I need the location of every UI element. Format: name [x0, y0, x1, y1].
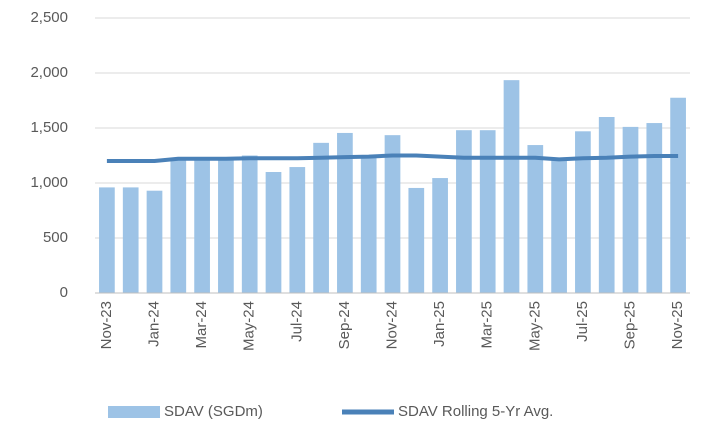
- bar: [265, 172, 282, 293]
- bar: [218, 157, 234, 293]
- bar: [575, 131, 591, 293]
- bar: [146, 190, 163, 293]
- x-tick-label: Jul-24: [288, 301, 305, 342]
- x-tick-label: Jan-24: [145, 301, 162, 347]
- x-tick-label: Jan-25: [431, 301, 448, 347]
- x-tick-label: Jul-25: [574, 301, 591, 342]
- bar: [527, 145, 544, 293]
- bar: [337, 132, 353, 293]
- x-tick-label: Sep-24: [336, 301, 353, 349]
- x-tick-label: Nov-24: [383, 301, 400, 349]
- bar: [551, 159, 567, 293]
- bar: [170, 158, 187, 293]
- bar: [670, 97, 686, 293]
- x-tick-label: Sep-25: [621, 301, 638, 349]
- x-tick-label: May-24: [241, 301, 258, 351]
- legend-label: SDAV (SGDm): [164, 403, 263, 420]
- bar: [289, 167, 306, 293]
- bar: [622, 126, 639, 294]
- bar: [360, 156, 377, 293]
- y-tick-label: 500: [43, 229, 68, 246]
- y-tick-label: 2,000: [30, 64, 68, 81]
- line: [106, 153, 679, 163]
- bar: [456, 130, 472, 293]
- bar: [99, 187, 115, 293]
- x-tick-label: Nov-25: [669, 301, 686, 349]
- y-tick-label: 0: [60, 284, 68, 301]
- bar: [598, 117, 615, 293]
- bar: [408, 187, 425, 293]
- x-tick-label: Nov-23: [98, 301, 115, 349]
- x-tick-label: Mar-25: [479, 301, 496, 349]
- bar: [122, 187, 139, 293]
- y-tick-label: 1,000: [30, 174, 68, 191]
- bar: [194, 158, 210, 293]
- y-tick-label: 2,500: [30, 9, 68, 26]
- legend-label: SDAV Rolling 5-Yr Avg.: [398, 403, 553, 420]
- legend-swatch: [108, 406, 160, 418]
- x-tick-label: Mar-24: [193, 301, 210, 349]
- x-tick-label: May-25: [526, 301, 543, 351]
- bar: [646, 123, 663, 293]
- bar: [384, 135, 401, 293]
- bar: [503, 80, 520, 294]
- y-tick-label: 1,500: [30, 119, 68, 136]
- bar: [479, 130, 496, 293]
- bar: [313, 142, 329, 293]
- bar: [241, 155, 258, 293]
- bar: [432, 178, 448, 293]
